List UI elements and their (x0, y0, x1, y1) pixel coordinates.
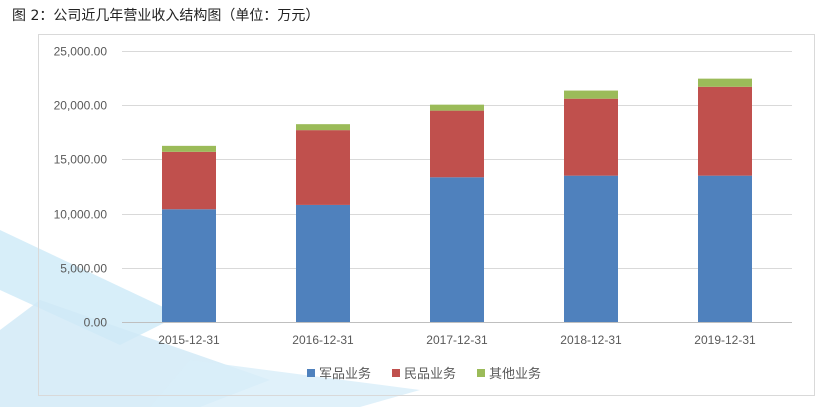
bar-segment (698, 175, 752, 322)
legend-swatch (307, 369, 315, 377)
y-tick-label: 20,000.00 (54, 99, 108, 113)
bar-segment (162, 209, 216, 322)
chart-frame (38, 34, 815, 396)
x-tick-label: 2015-12-31 (158, 333, 220, 347)
bar-segment (698, 86, 752, 176)
x-tick-label: 2017-12-31 (426, 333, 488, 347)
bar-segment (296, 130, 350, 205)
y-tick-label: 15,000.00 (54, 153, 108, 167)
legend-label: 民品业务 (404, 366, 456, 382)
y-tick-label: 25,000.00 (54, 45, 108, 59)
bar-segment (162, 145, 216, 152)
bar-segment (564, 98, 618, 176)
legend-swatch (477, 369, 485, 377)
bar-segment (430, 177, 484, 322)
x-tick-label: 2016-12-31 (292, 333, 354, 347)
bar-segment (564, 90, 618, 99)
bar-segment (430, 104, 484, 111)
x-tick-label: 2019-12-31 (694, 333, 756, 347)
bar-segment (430, 110, 484, 178)
bar-segment (296, 204, 350, 322)
bar-segment (162, 151, 216, 210)
bar-segment (698, 78, 752, 87)
legend-label: 军品业务 (319, 366, 371, 382)
y-tick-label: 10,000.00 (54, 208, 108, 222)
y-tick-label: 5,000.00 (60, 262, 107, 276)
legend-label: 其他业务 (489, 366, 541, 382)
bars (162, 78, 752, 322)
figure-caption: 图 2：公司近几年营业收入结构图（单位：万元） (12, 8, 320, 24)
y-tick-label: 0.00 (84, 316, 108, 330)
axes: 0.00 5,000.00 10,000.00 15,000.00 20,000.00 2… (54, 45, 756, 348)
legend-swatch (392, 369, 400, 377)
bar-segment (296, 124, 350, 131)
x-tick-label: 2018-12-31 (560, 333, 622, 347)
legend: 军品业务 民品业务 其他业务 (307, 366, 541, 382)
bar-segment (564, 175, 618, 322)
